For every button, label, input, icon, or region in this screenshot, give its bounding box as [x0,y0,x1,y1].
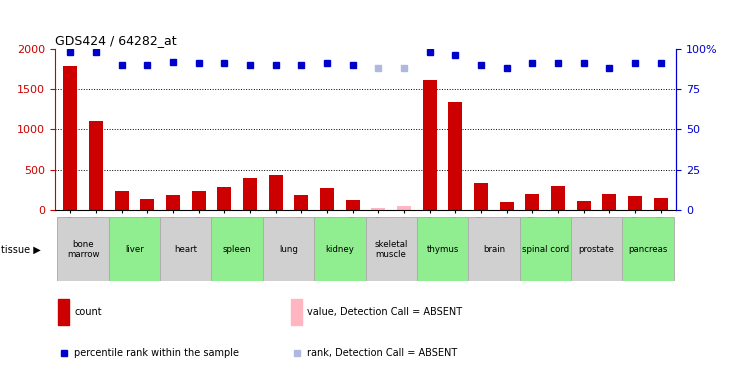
Bar [500,202,514,210]
Bar [58,298,69,325]
Bar [474,183,488,210]
Bar [468,217,520,281]
Text: prostate: prostate [579,245,615,254]
Text: skeletal
muscle: skeletal muscle [374,240,408,259]
Text: count: count [74,307,102,317]
Bar [109,217,160,281]
Bar [423,80,436,210]
Bar [63,66,77,210]
Bar [243,178,257,210]
Bar [417,217,468,281]
Bar [211,217,263,281]
Bar [192,190,205,210]
Bar [89,122,103,210]
Text: bone
marrow: bone marrow [67,240,99,259]
Bar [291,298,302,325]
Bar [320,188,334,210]
Bar [314,217,366,281]
Bar [371,208,385,210]
Bar [268,176,283,210]
Text: pancreas: pancreas [628,245,667,254]
Text: rank, Detection Call = ABSENT: rank, Detection Call = ABSENT [307,348,458,358]
Bar [166,195,180,210]
Bar [115,190,129,210]
Bar [551,186,565,210]
Bar [58,217,109,281]
Text: brain: brain [482,245,505,254]
Bar [520,217,571,281]
Bar [628,196,642,210]
Bar [571,217,622,281]
Bar [217,188,231,210]
Bar [654,198,668,210]
Bar [295,195,308,210]
Bar [160,217,211,281]
Text: lung: lung [279,245,298,254]
Text: kidney: kidney [325,245,355,254]
Bar [366,217,417,281]
Bar [397,206,411,210]
Text: spinal cord: spinal cord [522,245,569,254]
Bar [526,194,539,210]
Text: percentile rank within the sample: percentile rank within the sample [74,348,239,358]
Bar [602,194,616,210]
Bar [448,102,463,210]
Bar [622,217,673,281]
Text: GDS424 / 64282_at: GDS424 / 64282_at [55,34,176,47]
Text: spleen: spleen [223,245,251,254]
Text: value, Detection Call = ABSENT: value, Detection Call = ABSENT [307,307,462,317]
Bar [140,199,154,210]
Bar [263,217,314,281]
Bar [577,201,591,210]
Text: liver: liver [125,245,144,254]
Text: tissue ▶: tissue ▶ [1,244,40,254]
Bar [346,200,360,210]
Text: heart: heart [174,245,197,254]
Text: thymus: thymus [426,245,459,254]
